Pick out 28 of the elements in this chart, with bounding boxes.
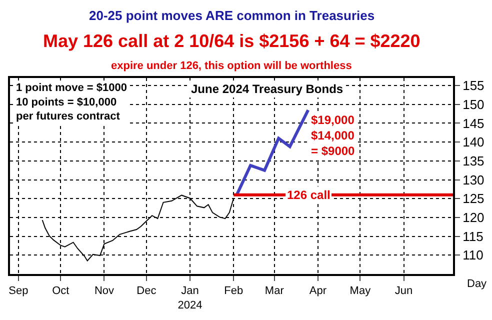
- y-tick-label: 145: [462, 116, 484, 131]
- x-tick-label: Dec: [136, 285, 157, 298]
- y-tick-label: 135: [462, 153, 484, 168]
- y-tick-label: 130: [462, 172, 484, 188]
- x-tick-label: Sep: [8, 285, 28, 298]
- text: expire under 126, this option will be worthless: [111, 60, 352, 72]
- y-tick-label: 140: [462, 134, 484, 150]
- chart-subtitle: May 126 call at 2 10/64 is $2156 + 64 = $2220: [43, 31, 420, 51]
- annotation: 1 point move = $1000 10 points = $10,000 per futures contract: [16, 82, 127, 123]
- x-tick-label: May: [350, 285, 372, 298]
- annotation: June 2024 Treasury Bonds: [191, 82, 344, 96]
- y-tick-label: 125: [462, 191, 484, 206]
- annotation: 126 call: [287, 188, 330, 202]
- y-tick-label: 120: [462, 210, 484, 226]
- y-tick-label: 155: [462, 78, 484, 94]
- y-tick-label: 110: [462, 248, 484, 263]
- x-tick-label: Mar: [264, 285, 284, 298]
- y-tick-label: 150: [462, 96, 484, 112]
- x-tick-label: Oct: [52, 285, 70, 298]
- annotation: $19,000 $14,000 = $9000: [311, 113, 356, 158]
- chart-title: 20-25 point moves ARE common in Treasuries: [89, 8, 375, 23]
- x-tick-label: Apr: [309, 285, 327, 298]
- x-tick-label: Feb: [224, 285, 244, 298]
- text: Day: [467, 278, 488, 290]
- x-tick-label: Jun: [394, 285, 413, 298]
- x-tick-label: Nov: [94, 285, 115, 298]
- y-tick-label: 115: [462, 228, 484, 244]
- x-tick-label: Jan 2024: [178, 285, 202, 312]
